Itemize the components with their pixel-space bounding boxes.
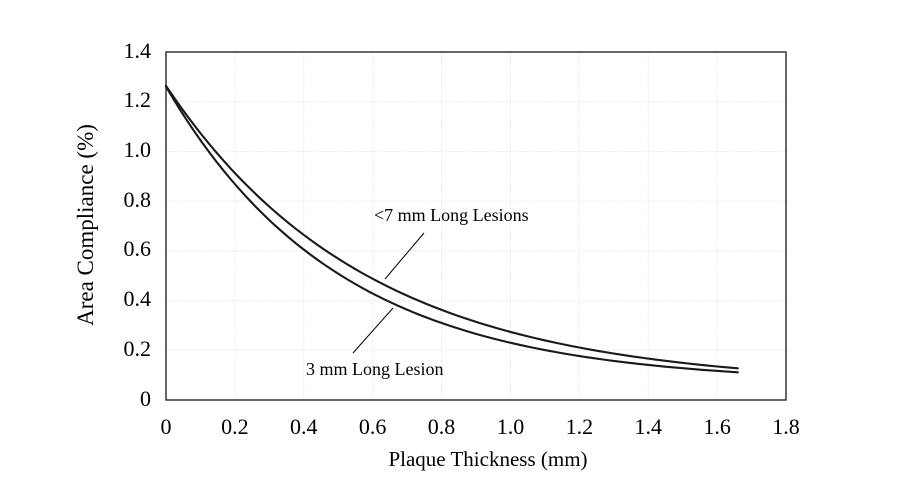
svg-text:3 mm Long Lesion: 3 mm Long Lesion (306, 359, 444, 379)
svg-text:Plaque Thickness (mm): Plaque Thickness (mm) (388, 447, 587, 471)
svg-text:Area Compliance (%): Area Compliance (%) (73, 124, 98, 326)
svg-text:0.4: 0.4 (290, 414, 318, 439)
svg-text:0.2: 0.2 (221, 414, 249, 439)
svg-text:0.6: 0.6 (359, 414, 387, 439)
svg-text:0: 0 (140, 386, 151, 411)
svg-text:1.0: 1.0 (497, 414, 525, 439)
svg-text:0.6: 0.6 (124, 236, 152, 261)
svg-text:0.8: 0.8 (428, 414, 456, 439)
svg-text:<7 mm Long Lesions: <7 mm Long Lesions (374, 205, 529, 225)
svg-text:0: 0 (161, 414, 172, 439)
svg-text:1.0: 1.0 (124, 137, 152, 162)
svg-text:1.2: 1.2 (566, 414, 594, 439)
svg-text:1.2: 1.2 (124, 87, 152, 112)
svg-text:0.2: 0.2 (124, 336, 152, 361)
svg-text:1.8: 1.8 (772, 414, 800, 439)
svg-text:1.4: 1.4 (124, 38, 152, 63)
svg-text:0.8: 0.8 (124, 187, 152, 212)
svg-text:1.6: 1.6 (703, 414, 731, 439)
svg-text:0.4: 0.4 (124, 286, 152, 311)
svg-text:1.4: 1.4 (634, 414, 662, 439)
